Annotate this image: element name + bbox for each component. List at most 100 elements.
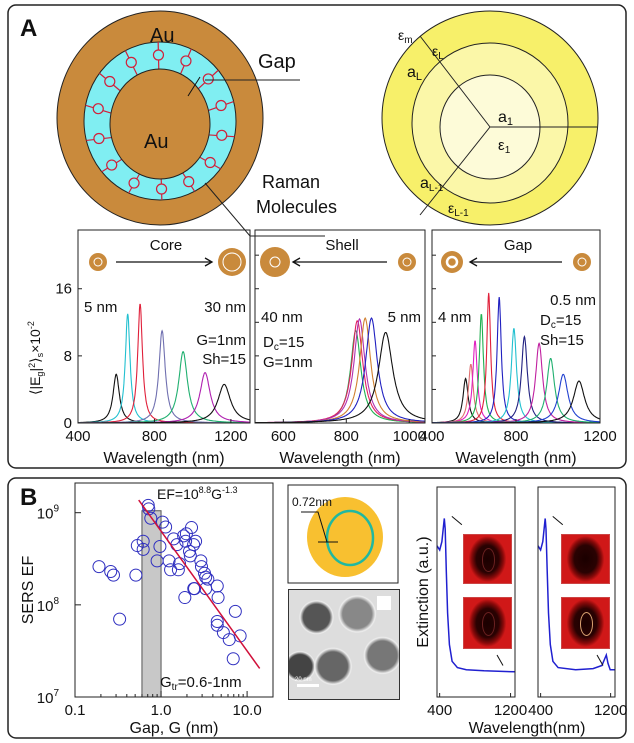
arrow-head-icon <box>468 257 478 267</box>
y-tick-label: 16 <box>55 281 72 298</box>
spectrum-line <box>78 372 251 424</box>
raman-molecule <box>106 159 118 171</box>
particle-icon <box>89 253 107 271</box>
sers-ef-plot: 0.1 1.0 10.0 107 108 109 Gap, G (nm) SERS EF EF=… <box>20 482 274 737</box>
plot-frame <box>77 229 251 424</box>
data-point <box>210 614 224 628</box>
nir-arrow-icon <box>496 654 504 666</box>
particle-gap-icon <box>269 256 281 268</box>
y-tick-label: 8 <box>64 348 72 365</box>
particle-icon <box>573 253 591 271</box>
y-axis-label: Extinction (a.u.) <box>415 536 432 647</box>
y-tick-label: 0 <box>64 415 72 432</box>
peak-arrow-icon <box>552 516 564 526</box>
y-axis-label: SERS EF <box>20 556 37 625</box>
x-tick-label: 1200 <box>594 702 627 719</box>
spectra-plot-shell: 600 800 1000 Wavelength (nm) Shell 40 nm 5 nm D… <box>254 229 426 467</box>
tem-image: 20 nm <box>288 589 400 700</box>
spectrum-line <box>432 373 600 424</box>
dark-field-image-2a <box>561 534 610 584</box>
annotation-right: 5 nm <box>388 309 421 326</box>
data-point <box>188 582 202 596</box>
particle-gap-icon <box>445 255 459 269</box>
gap-arrow <box>187 76 201 97</box>
annotation-param-1: Dc=15 <box>540 312 581 331</box>
particle-icon <box>218 248 246 276</box>
x-tick-label: 1200 <box>494 702 527 719</box>
particle-gap-icon <box>577 257 587 267</box>
raman-molecule <box>183 176 195 188</box>
molecules-label-2: Molecules <box>256 197 337 217</box>
particle-gap-icon <box>93 257 103 267</box>
gap-label: Gap <box>258 51 296 73</box>
schematic-gap-label: 0.72nm <box>292 495 332 509</box>
raman-molecule <box>93 132 105 145</box>
tem-scale-bar <box>297 684 319 687</box>
data-point <box>104 565 118 579</box>
raman-molecule <box>92 103 104 115</box>
data-point <box>171 563 185 577</box>
molecules-label-1: Raman <box>262 172 320 192</box>
fit-line <box>138 499 261 669</box>
panel-b-frame <box>7 477 627 739</box>
data-point <box>177 529 191 543</box>
dark-field-image-2b <box>561 597 610 649</box>
eps-l-label: εL <box>432 43 444 62</box>
spectra-plot-core: 400 800 1200 0 8 16 Wavelength (nm) Core 5 nm 30 … <box>55 229 251 467</box>
data-point <box>210 579 224 593</box>
spectrum-line <box>78 383 251 424</box>
spectrum-line <box>432 377 600 424</box>
spectra-plots: 400 800 1200 0 8 16 Wavelength (nm) Core 5 nm 30 … <box>55 229 617 467</box>
x-tick-label: 0.1 <box>65 702 86 719</box>
x-tick-label: 1.0 <box>151 702 172 719</box>
a-l-1-label: aL-1 <box>420 175 444 194</box>
data-point <box>194 554 208 568</box>
data-point <box>129 568 143 582</box>
dark-field-image-1a <box>463 534 512 584</box>
annotation-param-1: G=1nm <box>196 332 246 349</box>
spectrum-line <box>432 314 600 424</box>
annotation-param-1: Dc=15 <box>263 334 304 353</box>
y-tick-label: 107 <box>37 688 60 707</box>
au-shell-label: Au <box>150 25 174 47</box>
data-point <box>92 560 106 574</box>
annotation-param-2: Sh=15 <box>202 351 246 368</box>
extinction-plot-2: 400 1200 <box>528 486 627 719</box>
data-point <box>189 534 203 548</box>
data-point <box>178 591 192 605</box>
plot-frame <box>537 486 616 698</box>
data-point <box>228 604 242 618</box>
annotation-right: 30 nm <box>204 299 246 316</box>
gap-schematic: 0.72nm <box>287 484 399 584</box>
raman-molecule <box>216 129 228 141</box>
data-point <box>185 521 199 535</box>
raman-molecule <box>204 156 216 169</box>
spectra-y-axis-label: ⟨|Eg|2⟩s×10-2 <box>26 321 45 395</box>
eps-m-label: εm <box>398 27 413 46</box>
x-tick-label: 1200 <box>214 428 247 445</box>
raman-molecule <box>155 183 168 195</box>
data-point <box>153 539 167 553</box>
raman-molecule <box>104 75 116 88</box>
annotation-param-2: G=1nm <box>263 354 313 371</box>
x-axis-label: Gap, G (nm) <box>130 720 219 737</box>
data-point <box>182 544 196 558</box>
radius-line-l <box>419 35 491 128</box>
tem-scale-label: 20 nm <box>295 677 312 683</box>
multilayer-diagram: εm εL aL a1 ε1 aL-1 εL-1 <box>381 10 599 226</box>
x-axis-label: Wavelength (nm) <box>103 450 224 467</box>
x-tick-label: 800 <box>334 428 359 445</box>
x-tick-label: 1200 <box>583 428 616 445</box>
data-point <box>201 572 215 586</box>
x-tick-label: 400 <box>528 702 553 719</box>
arrow-head-icon <box>204 257 214 267</box>
x-axis-label: Wavelength (nm) <box>455 450 576 467</box>
eps-1-label: ε1 <box>498 137 511 156</box>
raman-molecule <box>152 49 165 61</box>
core-shell-diagram: Au Au Gap Raman Molecules <box>56 10 337 237</box>
schematic-gap-ring <box>325 509 375 567</box>
data-point <box>187 538 201 552</box>
extinction-curve <box>537 518 615 671</box>
dark-field-image-1b <box>463 597 512 649</box>
